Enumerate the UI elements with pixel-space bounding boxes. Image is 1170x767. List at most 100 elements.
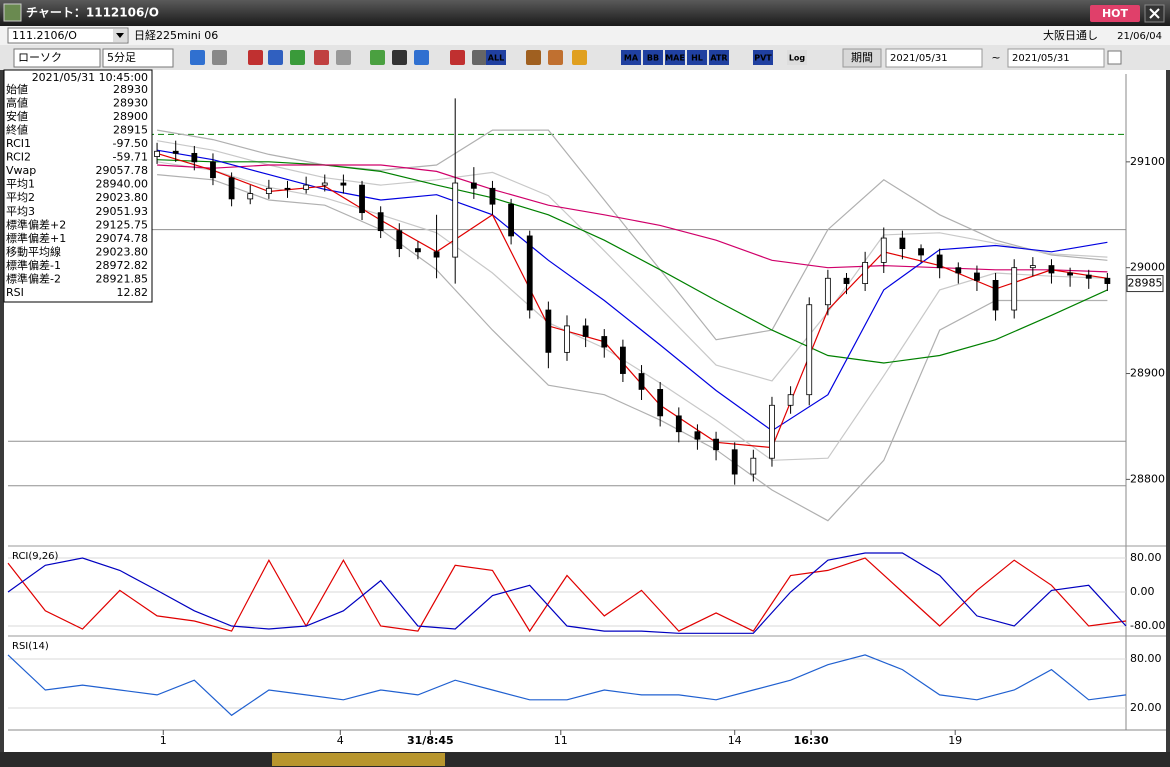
- info-value: 28930: [113, 97, 148, 110]
- tool-button[interactable]: [643, 50, 663, 65]
- candle-body: [1067, 272, 1073, 276]
- info-label: 平均3: [6, 205, 35, 218]
- candle-body: [880, 237, 887, 263]
- info-value: 28900: [113, 110, 148, 123]
- y-tick-label: 28900: [1130, 367, 1165, 380]
- tool-icon[interactable]: [572, 50, 587, 65]
- tool-button-label[interactable]: BB: [647, 54, 659, 63]
- info-panel: [3, 69, 153, 303]
- tool-button-label[interactable]: ALL: [488, 54, 504, 63]
- candle-body: [843, 277, 850, 284]
- checkbox[interactable]: [1107, 50, 1122, 65]
- tool-button-label[interactable]: MA: [624, 54, 639, 63]
- info-label: Vwap: [6, 164, 36, 177]
- tool-icon[interactable]: [548, 50, 563, 65]
- period-button[interactable]: [842, 48, 882, 68]
- info-label: RCI1: [6, 137, 31, 150]
- scrollbar[interactable]: [0, 752, 1170, 767]
- interval: 5分足: [107, 51, 136, 64]
- candle-body: [433, 251, 440, 258]
- candle-body: [992, 279, 999, 311]
- tool-button[interactable]: [665, 50, 685, 65]
- y-tick-label: -80.00: [1130, 619, 1165, 632]
- candle-body: [862, 261, 869, 284]
- candle-body: [415, 248, 421, 253]
- tool-icon[interactable]: [526, 50, 541, 65]
- to-date: 2021/05/31: [1012, 53, 1070, 64]
- info-label: 始値: [6, 82, 28, 96]
- panel-label: RSI(14): [12, 641, 49, 652]
- candle-body: [806, 304, 813, 396]
- period-label: 期間: [851, 51, 873, 64]
- info-label: 安値: [6, 109, 28, 123]
- from-date-box[interactable]: [885, 48, 983, 68]
- tool-button[interactable]: [787, 50, 807, 65]
- candle-body: [452, 182, 459, 258]
- candle-body: [210, 161, 216, 179]
- candle-body: [526, 235, 533, 311]
- tool-icon[interactable]: [190, 50, 205, 65]
- x-tick-label: 1: [160, 734, 167, 747]
- hot-button[interactable]: [1090, 5, 1140, 22]
- candle-body: [620, 346, 626, 374]
- candle-body: [675, 415, 682, 433]
- tool-button-label[interactable]: MAE: [665, 54, 685, 63]
- tool-button[interactable]: [687, 50, 707, 65]
- tool-button[interactable]: [486, 50, 506, 65]
- x-tick-label: 31/8:45: [407, 734, 454, 747]
- candle-body: [377, 212, 384, 232]
- tool-button-label[interactable]: PVT: [754, 54, 772, 63]
- candle-body: [955, 267, 962, 274]
- hot-label[interactable]: HOT: [1102, 7, 1129, 20]
- info-value: 29125.75: [96, 218, 149, 231]
- candle-body: [564, 325, 570, 353]
- scroll-thumb[interactable]: [272, 753, 445, 766]
- candle-body: [1048, 265, 1055, 274]
- tool-icon[interactable]: [414, 50, 429, 65]
- overlay-line: [157, 174, 1108, 522]
- tool-icon[interactable]: [314, 50, 329, 65]
- candle-body: [172, 150, 179, 154]
- tool-icon[interactable]: [392, 50, 407, 65]
- tool-button[interactable]: [709, 50, 729, 65]
- candle-body: [769, 404, 775, 459]
- tool-icon[interactable]: [450, 50, 465, 65]
- info-value: 29057.78: [96, 164, 149, 177]
- tool-icon[interactable]: [268, 50, 283, 65]
- symbol-box[interactable]: [7, 27, 129, 44]
- interval-select[interactable]: [102, 48, 174, 68]
- tool-icon[interactable]: [370, 50, 385, 65]
- panel-label: RCI(9,26): [12, 551, 59, 562]
- candle-body: [228, 177, 235, 200]
- tool-icon[interactable]: [248, 50, 263, 65]
- y-tick-label: 29100: [1130, 155, 1165, 168]
- candle-body: [899, 237, 906, 250]
- tool-button[interactable]: [621, 50, 641, 65]
- y-tick-label: 80.00: [1130, 551, 1162, 564]
- info-label: 高値: [6, 96, 28, 110]
- tool-button-label[interactable]: HL: [691, 54, 703, 63]
- info-value: 28940.00: [96, 178, 149, 191]
- price-tag-box: [1126, 275, 1164, 293]
- candle-body: [750, 457, 757, 475]
- info-value: -97.50: [113, 137, 148, 150]
- overlay-line: [156, 140, 1108, 382]
- tool-button-label[interactable]: Log: [789, 54, 806, 63]
- chart-type-select[interactable]: [13, 48, 101, 68]
- to-date-box[interactable]: [1007, 48, 1105, 68]
- app-icon: [3, 3, 22, 22]
- candle-body: [731, 449, 738, 475]
- tool-icon[interactable]: [290, 50, 305, 65]
- info-value: 28915: [113, 124, 148, 137]
- info-label: 標準偏差-1: [6, 258, 61, 272]
- tool-icon[interactable]: [336, 50, 351, 65]
- candle-body: [1029, 265, 1036, 269]
- candle-body: [713, 438, 719, 451]
- tool-button-label[interactable]: ATR: [710, 54, 727, 63]
- exchange: 大阪日通し: [1043, 28, 1098, 42]
- tool-button[interactable]: [753, 50, 773, 65]
- tool-icon[interactable]: [472, 50, 487, 65]
- tool-icon[interactable]: [212, 50, 227, 65]
- overlay-line: [157, 164, 1108, 273]
